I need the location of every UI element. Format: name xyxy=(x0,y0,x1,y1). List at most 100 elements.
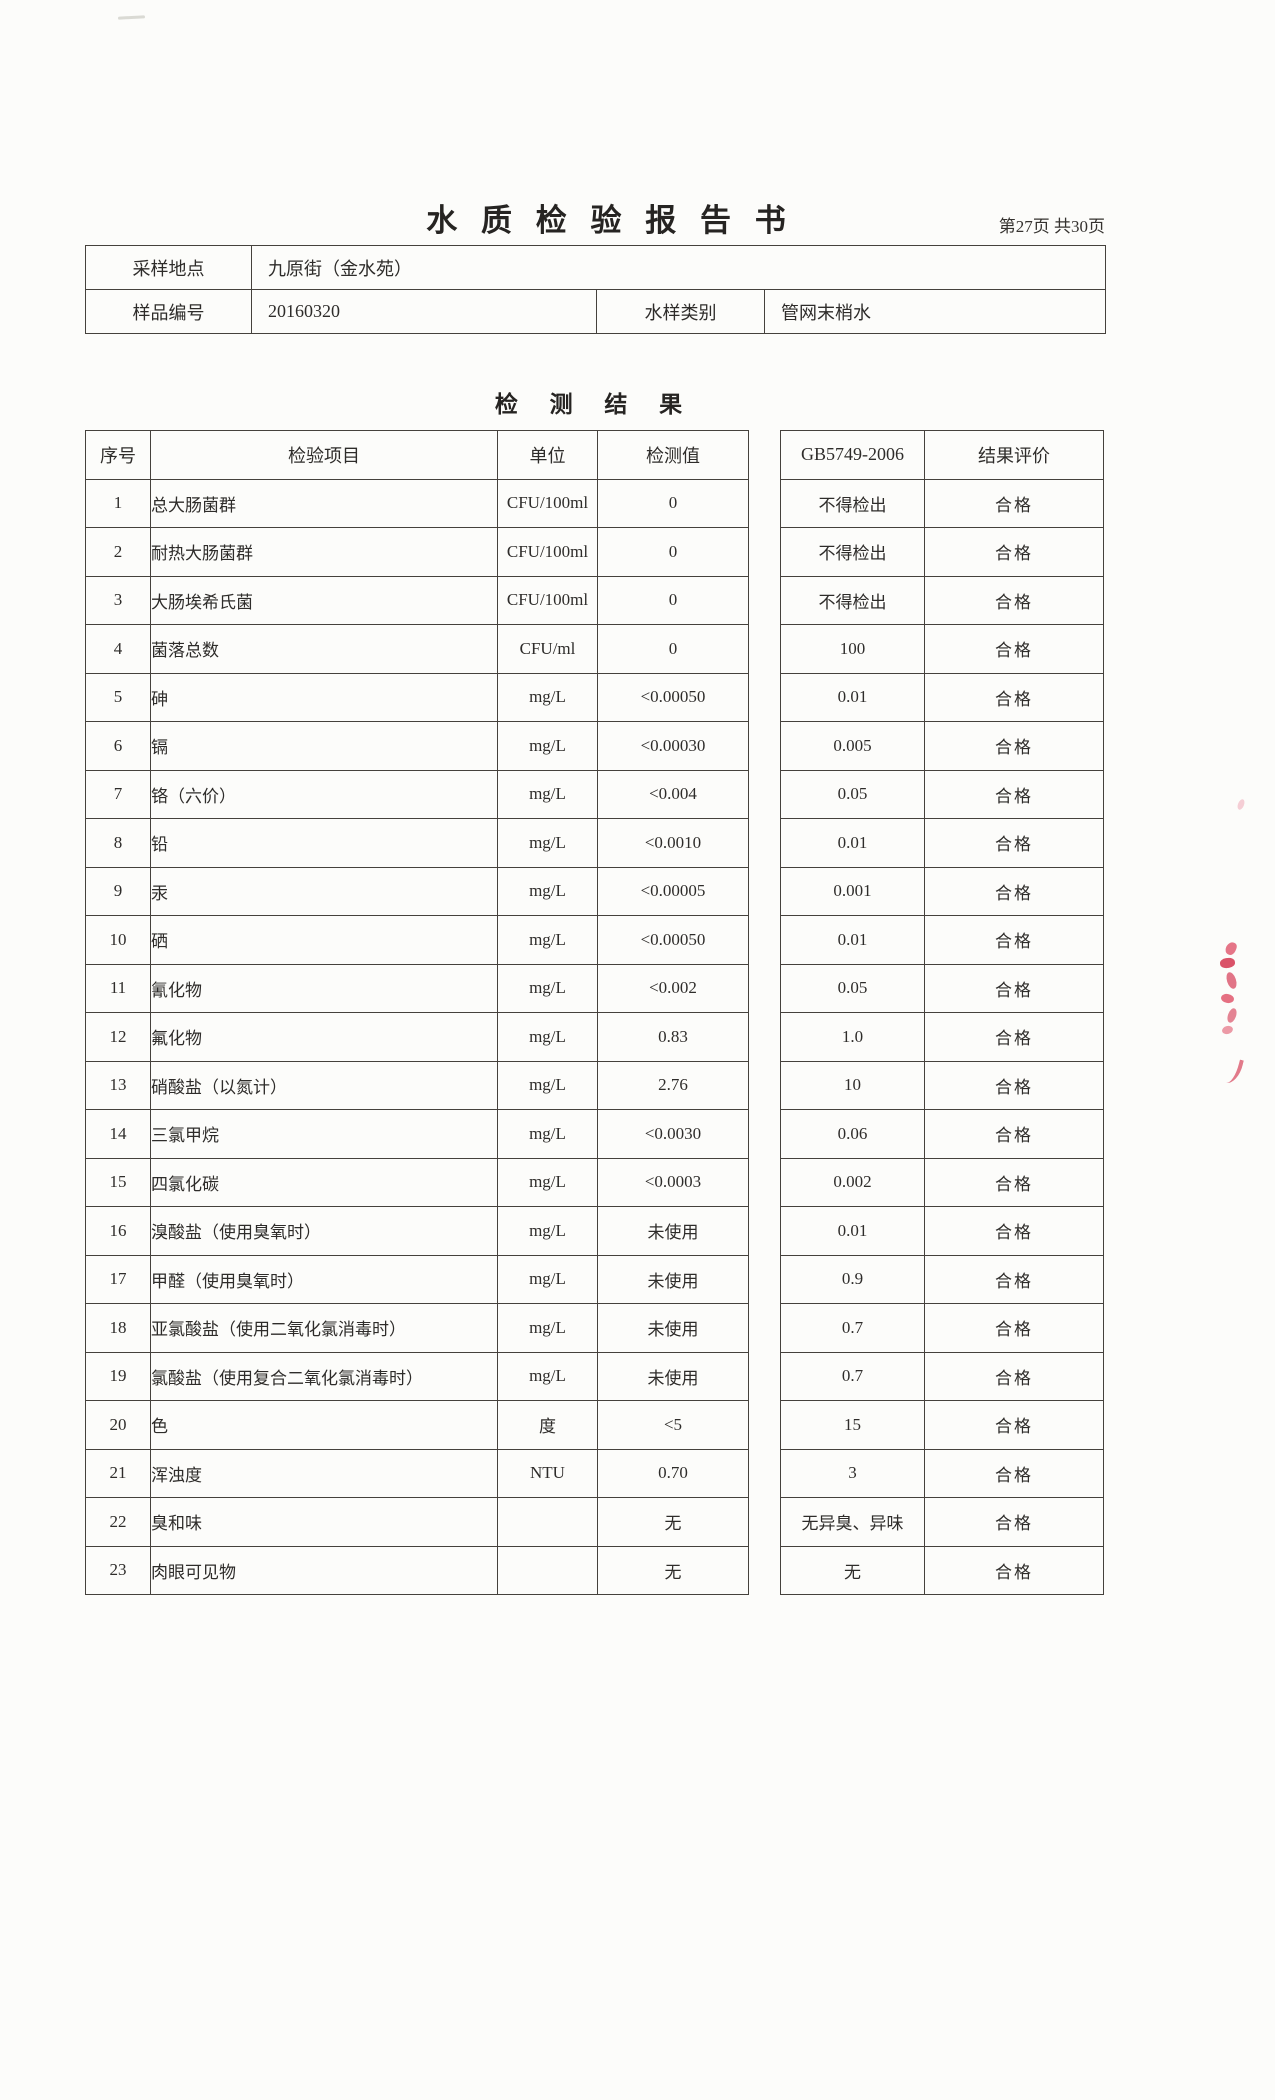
table-row: 18 亚氯酸盐（使用二氧化氯消毒时） mg/L 未使用 0.7 合格 xyxy=(85,1303,1104,1353)
row-number-cell: 19 xyxy=(85,1351,151,1401)
item-cell: 铅 xyxy=(150,818,498,868)
row-number-cell: 13 xyxy=(85,1060,151,1110)
row-number-cell: 4 xyxy=(85,624,151,674)
unit-cell: CFU/100ml xyxy=(497,575,598,625)
unit-cell: mg/L xyxy=(497,1012,598,1062)
table-gap xyxy=(749,673,781,722)
standard-cell: 0.005 xyxy=(780,721,925,771)
standard-cell: 0.06 xyxy=(780,1109,925,1159)
unit-cell xyxy=(497,1497,598,1547)
standard-cell: 0.7 xyxy=(780,1351,925,1401)
table-row: 21 浑浊度 NTU 0.70 3 合格 xyxy=(85,1448,1104,1498)
water-type-label: 水样类别 xyxy=(596,289,765,334)
value-cell: 2.76 xyxy=(597,1060,749,1110)
page-indicator: 第27页 共30页 xyxy=(998,217,1105,236)
value-cell: 0 xyxy=(597,624,749,674)
table-row: 2 耐热大肠菌群 CFU/100ml 0 不得检出 合格 xyxy=(85,527,1104,577)
unit-cell: mg/L xyxy=(497,672,598,722)
value-cell: 0.83 xyxy=(597,1012,749,1062)
table-row: 3 大肠埃希氏菌 CFU/100ml 0 不得检出 合格 xyxy=(85,575,1104,625)
table-row: 11 氰化物 mg/L <0.002 0.05 合格 xyxy=(85,963,1104,1013)
row-number-cell: 16 xyxy=(85,1206,151,1256)
table-row: 17 甲醛（使用臭氧时） mg/L 未使用 0.9 合格 xyxy=(85,1254,1104,1304)
header-standard: GB5749-2006 xyxy=(780,430,925,480)
value-cell: 0 xyxy=(597,478,749,528)
row-number-cell: 14 xyxy=(85,1109,151,1159)
value-cell: <0.00030 xyxy=(597,721,749,771)
value-cell: 无 xyxy=(597,1545,749,1595)
evaluation-cell: 合格 xyxy=(924,1254,1104,1304)
red-ink-mark xyxy=(1223,940,1239,957)
table-gap xyxy=(749,819,781,868)
row-number-cell: 17 xyxy=(85,1254,151,1304)
value-cell: 未使用 xyxy=(597,1254,749,1304)
evaluation-cell: 合格 xyxy=(924,721,1104,771)
item-cell: 汞 xyxy=(150,866,498,916)
table-row: 6 镉 mg/L <0.00030 0.005 合格 xyxy=(85,721,1104,771)
unit-cell: mg/L xyxy=(497,1157,598,1207)
standard-cell: 0.01 xyxy=(780,672,925,722)
evaluation-cell: 合格 xyxy=(924,1448,1104,1498)
evaluation-cell: 合格 xyxy=(924,575,1104,625)
table-gap xyxy=(749,867,781,916)
unit-cell: mg/L xyxy=(497,721,598,771)
standard-cell: 0.01 xyxy=(780,1206,925,1256)
red-ink-mark xyxy=(1221,1024,1234,1036)
value-cell: <0.004 xyxy=(597,769,749,819)
header-evaluation: 结果评价 xyxy=(924,430,1104,480)
unit-cell: CFU/100ml xyxy=(497,478,598,528)
row-number-cell: 18 xyxy=(85,1303,151,1353)
table-row: 16 溴酸盐（使用臭氧时） mg/L 未使用 0.01 合格 xyxy=(85,1206,1104,1256)
value-cell: 0 xyxy=(597,575,749,625)
table-gap xyxy=(749,964,781,1013)
sampling-location-value: 九原街（金水苑） xyxy=(251,245,1106,290)
table-gap xyxy=(749,479,781,528)
standard-cell: 0.01 xyxy=(780,818,925,868)
standard-cell: 0.001 xyxy=(780,866,925,916)
unit-cell: CFU/ml xyxy=(497,624,598,674)
value-cell: 未使用 xyxy=(597,1351,749,1401)
row-number-cell: 11 xyxy=(85,963,151,1013)
row-number-cell: 7 xyxy=(85,769,151,819)
row-number-cell: 8 xyxy=(85,818,151,868)
sample-info-row: 采样地点 九原街（金水苑） xyxy=(85,245,1106,290)
table-gap xyxy=(749,1546,781,1595)
sampling-location-label: 采样地点 xyxy=(85,245,252,290)
item-cell: 亚氯酸盐（使用二氧化氯消毒时） xyxy=(150,1303,498,1353)
value-cell: 无 xyxy=(597,1497,749,1547)
red-ink-mark xyxy=(1219,957,1236,969)
sample-no-value: 20160320 xyxy=(251,289,597,334)
table-row: 20 色 度 <5 15 合格 xyxy=(85,1400,1104,1450)
standard-cell: 0.05 xyxy=(780,963,925,1013)
unit-cell: mg/L xyxy=(497,1109,598,1159)
unit-cell: mg/L xyxy=(497,1206,598,1256)
header-value: 检测值 xyxy=(597,430,749,480)
row-number-cell: 6 xyxy=(85,721,151,771)
standard-cell: 1.0 xyxy=(780,1012,925,1062)
value-cell: <0.00050 xyxy=(597,915,749,965)
table-row: 5 砷 mg/L <0.00050 0.01 合格 xyxy=(85,672,1104,722)
table-row: 7 铬（六价） mg/L <0.004 0.05 合格 xyxy=(85,769,1104,819)
value-cell: <5 xyxy=(597,1400,749,1450)
value-cell: <0.0030 xyxy=(597,1109,749,1159)
unit-cell: 度 xyxy=(497,1400,598,1450)
table-row: 14 三氯甲烷 mg/L <0.0030 0.06 合格 xyxy=(85,1109,1104,1159)
standard-cell: 不得检出 xyxy=(780,478,925,528)
item-cell: 甲醛（使用臭氧时） xyxy=(150,1254,498,1304)
sample-no-label: 样品编号 xyxy=(85,289,252,334)
row-number-cell: 15 xyxy=(85,1157,151,1207)
table-gap xyxy=(749,1352,781,1401)
unit-cell: mg/L xyxy=(497,1060,598,1110)
table-row: 10 硒 mg/L <0.00050 0.01 合格 xyxy=(85,915,1104,965)
unit-cell: mg/L xyxy=(497,769,598,819)
item-cell: 硝酸盐（以氮计） xyxy=(150,1060,498,1110)
evaluation-cell: 合格 xyxy=(924,963,1104,1013)
value-cell: 未使用 xyxy=(597,1206,749,1256)
evaluation-cell: 合格 xyxy=(924,478,1104,528)
item-cell: 三氯甲烷 xyxy=(150,1109,498,1159)
row-number-cell: 12 xyxy=(85,1012,151,1062)
standard-cell: 10 xyxy=(780,1060,925,1110)
value-cell: 0.70 xyxy=(597,1448,749,1498)
header-item: 检验项目 xyxy=(150,430,498,480)
